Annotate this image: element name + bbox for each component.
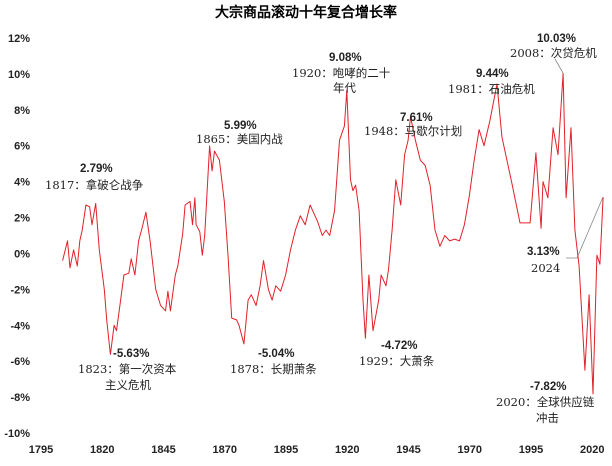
x-tick-label: 1995 [519,444,543,456]
annotation-value: -5.04% [258,348,294,360]
annotation-value: 7.61% [400,112,433,124]
annotation-label: 1823：第一次资本 [78,362,177,376]
y-tick-label: -10% [4,428,30,440]
annotation-label: 2008：次贷危机 [510,46,597,60]
y-tick-label: 10% [8,69,30,81]
y-tick-label: 0% [14,248,30,260]
y-tick-label: 4% [14,177,30,189]
y-tick-label: -2% [10,284,30,296]
annotation-label: 2020：全球供应链 [496,395,595,409]
annotation: 7.61%1948：马歇尔计划 [364,112,462,138]
annotation-label: 1817：拿破仑战争 [45,178,144,192]
series-line [62,72,604,395]
annotation-label: 1948：马歇尔计划 [364,124,462,138]
x-tick-label: 1945 [396,444,420,456]
annotation: 10.03%2008：次贷危机 [510,33,597,60]
annotation: -5.04% 1878：长期萧条 [230,348,317,376]
annotation-value: 9.08% [329,52,362,64]
annotation-value: 3.13% [527,246,560,258]
annotation-label-line2: 主义危机 [105,378,151,392]
x-tick-label: 1895 [274,444,298,456]
annotations: 2.79% 1817：拿破仑战争 5.99%1865：美国内战 9.08% 1920：咆… [45,33,597,425]
x-tick-label: 1845 [151,444,175,456]
annotation: 9.44% 1981：石油危机 [448,68,535,96]
annotation-leader-lines [554,58,604,259]
x-tick-label: 1970 [458,444,482,456]
x-tick-label: 1795 [29,444,53,456]
annotation: 5.99%1865：美国内战 [196,120,283,146]
y-tick-label: -8% [10,392,30,404]
x-tick-label: 1820 [90,444,114,456]
y-tick-label: 6% [14,141,30,153]
chart-title: 大宗商品滚动十年复合增长率 [215,4,397,21]
annotation-value: 5.99% [224,120,257,132]
annotation-value: -4.72% [381,340,417,352]
y-tick-label: -6% [10,356,30,368]
x-tick-label: 1920 [335,444,359,456]
annotation-label: 1929：大萧条 [359,354,435,368]
annotation: -4.72% 1929：大萧条 [359,340,435,368]
annotation-label-line2: 冲击 [536,411,559,425]
annotation-value: -5.63% [113,348,149,360]
x-axis-ticks: 1795 1820 1845 1870 1895 1920 1945 1970 1995 2020 [29,444,605,456]
x-tick-label: 2020 [580,444,604,456]
y-tick-label: 12% [8,33,30,45]
y-tick-label: -4% [10,320,30,332]
annotation-label: 1865：美国内战 [196,132,283,146]
annotation-value: 2.79% [80,163,113,175]
annotation-value: 10.03% [537,33,576,45]
annotation: 2.79% 1817：拿破仑战争 [45,163,144,192]
annotation-label: 1981：石油危机 [448,82,535,96]
leader-line-2008 [554,58,564,74]
leader-line-2024 [566,196,604,259]
series-group [62,72,604,395]
y-axis-ticks: 12% 10% 8% 6% 4% 2% 0% -2% -4% -6% -8% -10% [4,33,30,440]
x-tick-label: 1870 [213,444,237,456]
annotation: 3.13% 2024 [527,246,560,275]
annotation-label: 1920：咆哮的二十 [292,66,390,80]
annotation-value: 9.44% [476,68,509,80]
y-tick-label: 8% [14,105,30,117]
annotation-label: 1878：长期萧条 [230,362,317,376]
annotation-value: -7.82% [530,381,566,393]
annotation-label: 2024 [531,261,560,275]
y-tick-label: 2% [14,213,30,225]
annotation-label-line2: 年代 [333,81,356,95]
